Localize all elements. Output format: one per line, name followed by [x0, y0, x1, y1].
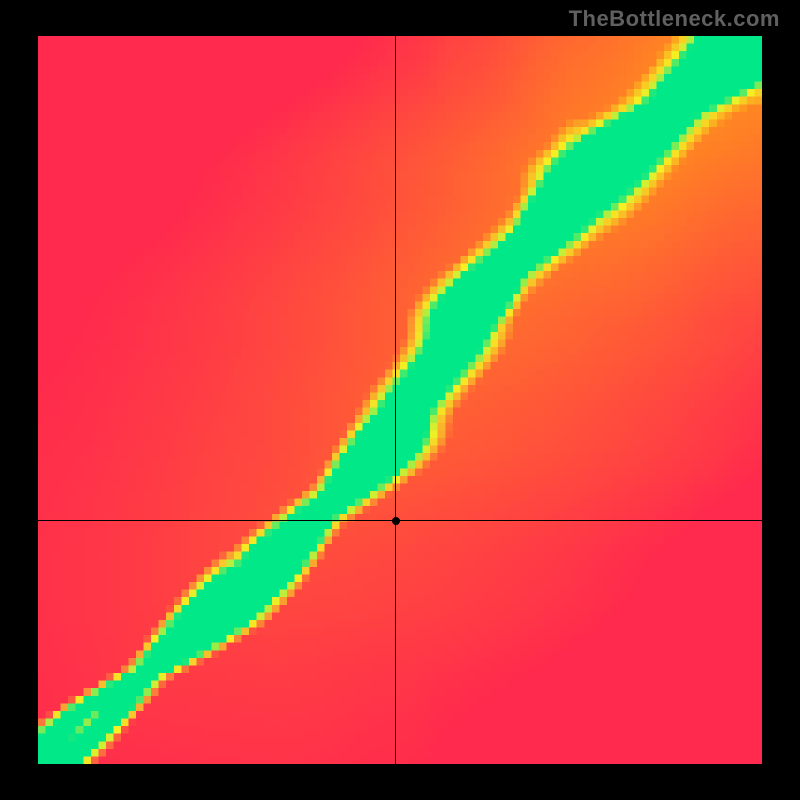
- crosshair-vertical: [395, 36, 396, 764]
- crosshair-horizontal: [38, 520, 762, 521]
- watermark-text: TheBottleneck.com: [569, 6, 780, 32]
- heatmap-canvas: [38, 36, 762, 764]
- chart-container: TheBottleneck.com: [0, 0, 800, 800]
- plot-area: [38, 36, 762, 764]
- data-point-marker: [392, 517, 400, 525]
